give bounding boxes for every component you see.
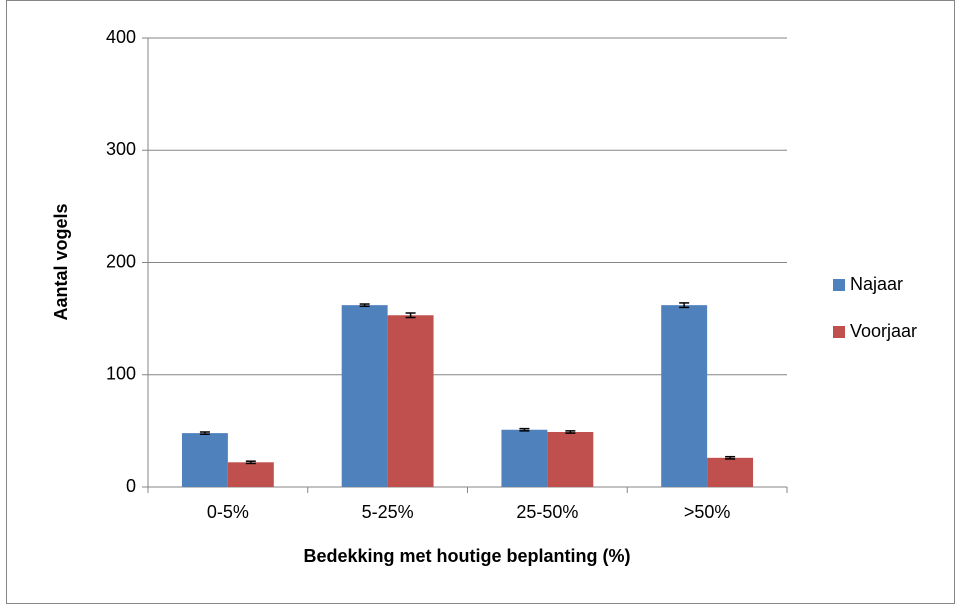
error-bar [725,455,736,460]
chart-border [6,0,955,604]
y-tick-label: 300 [106,139,136,159]
error-bar [359,303,370,308]
y-tick-label: 100 [106,364,136,384]
bar [661,305,708,487]
legend-swatch [833,326,845,338]
x-tick-label: >50% [684,502,731,522]
bar [181,433,228,487]
legend-label: Voorjaar [850,321,917,341]
x-tick-label: 5-25% [362,502,414,522]
bar [341,305,388,487]
error-bar [679,302,690,309]
error-bar [405,312,416,319]
error-bar [199,431,210,435]
bar [227,462,274,487]
y-tick-label: 200 [106,251,136,271]
error-bar [565,430,576,434]
error-bar [519,427,530,432]
x-tick-label: 25-50% [516,502,578,522]
bar [387,315,434,487]
x-tick-label: 0-5% [207,502,249,522]
bar [707,457,754,487]
bar [501,429,548,487]
bar [547,431,594,487]
x-axis-title: Bedekking met houtige beplanting (%) [303,546,630,566]
legend-label: Najaar [850,274,903,294]
legend-swatch [833,279,845,291]
y-tick-label: 400 [106,27,136,47]
error-bar [245,460,256,465]
y-axis-title: Aantal vogels [51,203,71,320]
y-tick-label: 0 [126,476,136,496]
